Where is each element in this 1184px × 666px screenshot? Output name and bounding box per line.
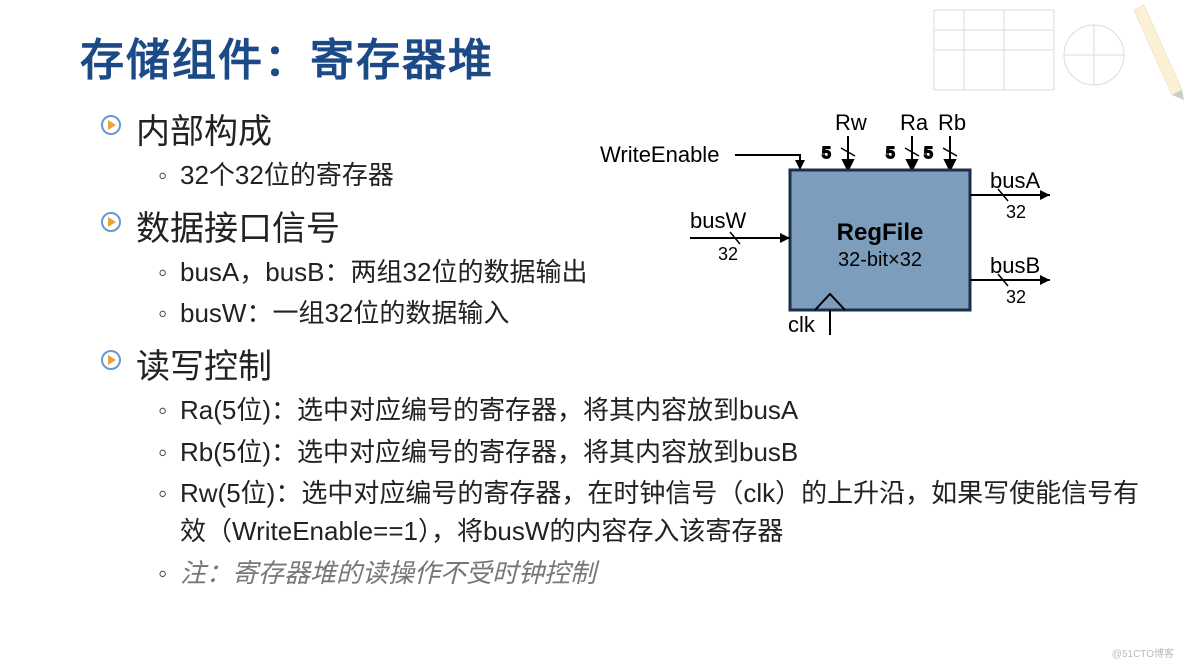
sub-item: Rb(5位)：选中对应编号的寄存器，将其内容放到busB	[158, 434, 1100, 472]
regfile-diagram: Rw Ra Rb 5 5 5 RegFile 32-bit×32	[590, 110, 1070, 350]
sub-text: busA，busB：两组32位的数据输出	[180, 257, 587, 287]
label-clk: clk	[788, 312, 816, 337]
bits-busa: 32	[1006, 202, 1026, 222]
sub-note: 注：寄存器堆的读操作不受时钟控制	[158, 555, 1100, 593]
sub-text: 32个32位的寄存器	[180, 160, 394, 190]
heading-text: 内部构成	[136, 113, 272, 151]
slide-root: 存储组件：寄存器堆 内部构成 32个32位的寄存器 数据接口信号	[0, 0, 1184, 666]
bullet-icon	[100, 211, 122, 233]
label-busw: busW	[690, 208, 746, 233]
slide-title: 存储组件：寄存器堆	[80, 24, 494, 88]
box-subtitle: 32-bit×32	[838, 249, 922, 271]
corner-decoration	[924, 0, 1184, 110]
note-text: 注：寄存器堆的读操作不受时钟控制	[180, 558, 596, 588]
box-title: RegFile	[837, 219, 924, 246]
label-rw: Rw	[835, 110, 867, 135]
section-rw: 读写控制 Ra(5位)：选中对应编号的寄存器，将其内容放到busA Rb(5位)…	[100, 339, 1100, 592]
label-we: WriteEnable	[600, 142, 719, 167]
bits-rb: 5	[924, 145, 933, 162]
sub-text: Ra(5位)：选中对应编号的寄存器，将其内容放到busA	[180, 395, 798, 425]
label-busa: busA	[990, 168, 1040, 193]
bullet-icon	[100, 114, 122, 136]
bits-rw: 5	[822, 145, 831, 162]
bits-busw: 32	[718, 244, 738, 264]
sub-text: Rw(5位)：选中对应编号的寄存器，在时钟信号（clk）的上升沿，如果写使能信号…	[180, 478, 1139, 546]
bits-busb: 32	[1006, 287, 1026, 307]
sub-text: Rb(5位)：选中对应编号的寄存器，将其内容放到busB	[180, 437, 798, 467]
sub-item: Ra(5位)：选中对应编号的寄存器，将其内容放到busA	[158, 392, 1100, 430]
heading-text: 数据接口信号	[136, 210, 340, 248]
heading-text: 读写控制	[136, 348, 272, 386]
watermark: @51CTO博客	[1112, 645, 1174, 660]
label-rb: Rb	[938, 110, 966, 135]
bullet-icon	[100, 349, 122, 371]
label-ra: Ra	[900, 110, 929, 135]
regfile-svg: Rw Ra Rb 5 5 5 RegFile 32-bit×32	[590, 110, 1070, 350]
sub-text: busW：一组32位的数据输入	[180, 298, 509, 328]
bits-ra: 5	[886, 145, 895, 162]
label-busb: busB	[990, 253, 1040, 278]
sub-item: Rw(5位)：选中对应编号的寄存器，在时钟信号（clk）的上升沿，如果写使能信号…	[158, 475, 1140, 550]
